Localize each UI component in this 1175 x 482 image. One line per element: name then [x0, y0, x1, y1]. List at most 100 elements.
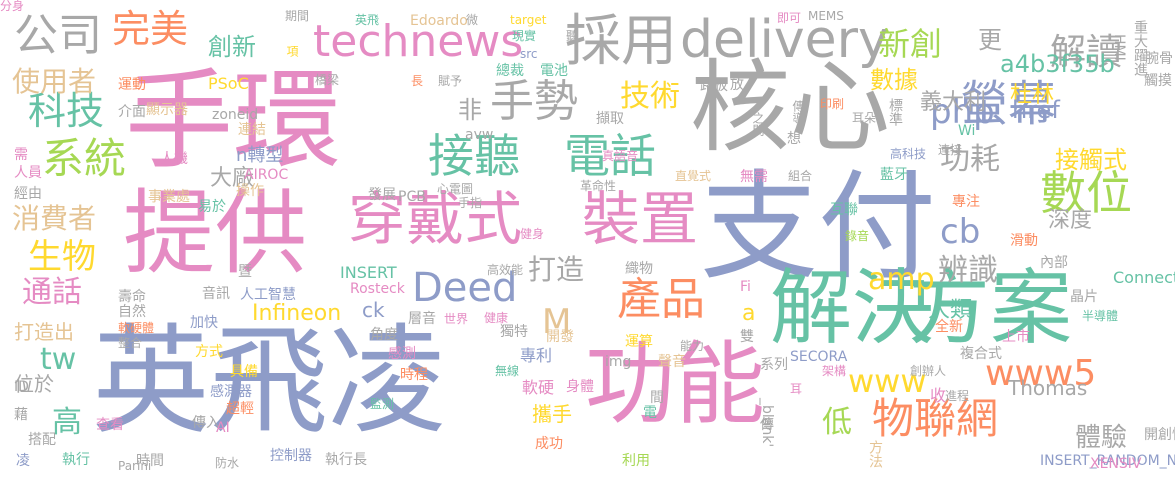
word-48-cjk: 更	[978, 26, 1002, 54]
word-51-cjk: 義大利	[920, 90, 987, 115]
word-178-cjk: 人員	[14, 165, 42, 181]
word-61-cjk: 攜手	[532, 402, 572, 426]
word-138-cjk: 防水	[215, 456, 240, 470]
word-155-wi: Wi	[958, 123, 976, 139]
word-73-cjk: 操作	[236, 183, 264, 199]
word-74-cjk: 事業處	[148, 189, 190, 205]
word-117-cjk: 健康	[484, 311, 509, 325]
word-11-delivery: delivery	[680, 10, 889, 70]
word-132-cjk: 超輕	[226, 401, 254, 417]
word-192-cjk: 耳	[790, 382, 803, 396]
word-80-cjk: 革命性	[580, 179, 617, 193]
word-19-cjk: 手勢	[490, 76, 578, 127]
word-129-cjk: 方式	[195, 344, 223, 360]
word-191-cjk: 系列	[760, 357, 788, 373]
word-161-cjk: 傳導	[791, 100, 805, 124]
word-67-psoc: PSoC	[208, 74, 249, 93]
word-92-cjk: 高效能	[487, 263, 524, 277]
word-97-cjk: 半導體	[1082, 309, 1119, 323]
word-18-cjk: 完美	[112, 7, 189, 51]
word-2-cjk: 手環	[125, 59, 342, 184]
word-118-cjk: 世界	[444, 312, 469, 326]
word-135-cjk: 監測	[370, 397, 395, 411]
word-38-cjk: 非	[458, 96, 482, 124]
word-31-tw: tw	[40, 342, 77, 377]
word-83-cjk: 組合	[788, 169, 813, 183]
word-100-cjk: 上市	[1002, 329, 1030, 345]
word-119-cjk: 層音	[408, 311, 436, 327]
word-167-cjk: 現實	[512, 29, 537, 43]
word-130-cjk: 具備	[230, 364, 258, 380]
word-52-href: href	[1012, 96, 1060, 124]
word-1-cjk: 支付	[700, 158, 937, 296]
word-102-secora: SECORA	[790, 349, 848, 365]
word-156-cjk: 連接	[938, 143, 963, 157]
word-127-cjk: 感測	[388, 346, 416, 362]
word-193-cjk: 間	[650, 390, 664, 406]
word-128-cjk: 時程	[400, 367, 428, 383]
word-40-cjk: 打造	[528, 253, 585, 286]
word-39-cjk: 功耗	[940, 142, 1000, 177]
word-32-cjk: 生物	[28, 237, 96, 277]
word-13-cjk: 電話	[564, 129, 656, 183]
word-76-cjk: 發展	[368, 187, 396, 203]
word-87-cjk: 滑動	[1010, 233, 1038, 249]
word-120-cjk: 壽命	[118, 289, 146, 305]
word-171-cjk: 賦予	[438, 74, 463, 88]
word-53-cjk: 接觸式	[1055, 146, 1127, 174]
word-101-cjk: 收	[930, 386, 947, 405]
word-172-cjk: 橋梁	[315, 73, 340, 87]
word-65-cjk: 運動	[118, 77, 146, 93]
word-50-cjk: 杜林	[1010, 83, 1055, 108]
word-54-cjk: 深度	[1048, 208, 1093, 233]
word-35-cjk: 使用者	[12, 65, 97, 98]
word-56-cjk: 大廠	[210, 166, 255, 191]
word-57-infineon: Infineon	[252, 301, 342, 326]
word-107-cjk: 運算	[625, 334, 653, 350]
word-146-edoardo: Edoardo	[410, 13, 468, 29]
word-185-cjk: 執行	[62, 452, 90, 468]
word-183-cjk: 搭配	[28, 432, 56, 448]
word-176-cjk: 想	[787, 131, 801, 147]
word-77-pcb: PCB	[398, 189, 426, 205]
word-81-cjk: 直覺式	[675, 169, 712, 183]
word-174-cjk: 擷取	[596, 111, 624, 127]
word-98-cjk: 全新	[935, 319, 963, 335]
word-41-cjk: 辨識	[938, 253, 998, 288]
word-34-cjk: 解讀	[1050, 32, 1123, 73]
word-27-www: www	[848, 362, 927, 400]
word-68-cjk: 介面	[118, 104, 146, 120]
word-23-cjk: 物聯網	[872, 394, 999, 443]
word-140-cjk: 執行長	[325, 452, 367, 468]
word-190-fi: Fi	[740, 279, 751, 295]
word-199-cjk: 分身	[0, 0, 25, 13]
word-106-cjk: 雙	[740, 329, 754, 345]
word-186-parini: Parini	[118, 459, 152, 473]
word-141-cjk: 利用	[622, 453, 650, 469]
word-24-cjk: 螢幕	[960, 76, 1057, 132]
word-37-cjk: 技術	[620, 79, 680, 114]
word-113-cjk: 身體	[566, 379, 594, 395]
word-8-cjk: 穿戴式	[348, 185, 523, 253]
word-72-airoc: AIROC	[244, 167, 289, 183]
word-148-target: target	[510, 13, 547, 27]
word-12-technews: technews	[313, 16, 524, 67]
word-64-thomas: Thomas	[1008, 376, 1088, 400]
word-197-cjk: 開創性	[1144, 427, 1175, 443]
word-158-cjk: 耳朵	[852, 111, 877, 125]
word-9-cjk: 裝置	[582, 185, 699, 253]
word-175-cjk: 真語音	[602, 149, 639, 163]
word-180-cjk: 整合	[118, 336, 143, 350]
word-114-cjk: 專利	[520, 346, 553, 365]
word-196-cjk: 傳	[760, 417, 774, 433]
word-10-cjk: 採用	[565, 9, 677, 74]
word-115-cjk: 開發	[546, 329, 574, 345]
word-58-ck: ck	[362, 298, 385, 322]
word-160-cjk: 印刷	[820, 97, 845, 111]
word-177-cjk: 需	[14, 147, 28, 163]
word-90-insert: INSERT	[340, 263, 397, 282]
word-153-cjk: 腕骨	[1145, 51, 1173, 67]
word-179-cjk: 經由	[14, 186, 42, 202]
word-93-cjk: 健身	[520, 227, 545, 241]
word-91-rosteck: Rosteck	[350, 281, 405, 297]
